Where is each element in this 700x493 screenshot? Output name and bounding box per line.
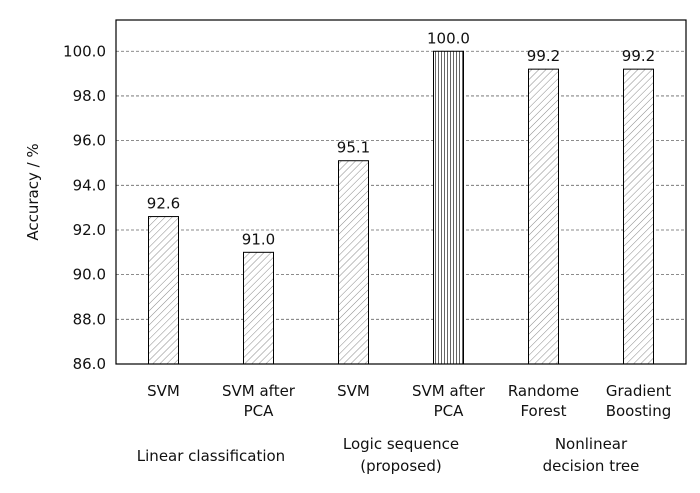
data-label: 95.1	[337, 139, 370, 157]
y-axis-title: Accuracy / %	[24, 143, 42, 240]
y-tick-label: 100.0	[63, 42, 106, 60]
data-label: 99.2	[622, 47, 655, 65]
x-tick-label: PCA	[434, 402, 465, 420]
x-tick-label: Gradient	[606, 382, 671, 400]
bar	[243, 251, 274, 365]
x-tick-label: SVM	[337, 382, 370, 400]
data-label: 99.2	[527, 47, 560, 65]
data-label: 92.6	[147, 195, 180, 213]
x-tick-label: SVM after	[222, 382, 296, 400]
x-tick-label: SVM after	[412, 382, 486, 400]
group-label: Linear classification	[137, 447, 285, 465]
y-tick-label: 92.0	[73, 221, 106, 239]
x-tick-label: SVM	[147, 382, 180, 400]
x-tick-label: Randome	[508, 382, 579, 400]
group-label: decision tree	[543, 457, 640, 475]
x-tick-label: PCA	[244, 402, 275, 420]
group-label: Logic sequence	[343, 435, 459, 453]
y-tick-label: 96.0	[73, 132, 106, 150]
y-tick-label: 98.0	[73, 87, 106, 105]
plot-frame	[115, 19, 687, 365]
x-tick-label: Forest	[520, 402, 566, 420]
bar	[623, 68, 654, 365]
data-label: 91.0	[242, 230, 275, 248]
bar	[148, 216, 179, 365]
group-label: Nonlinear	[555, 435, 628, 453]
bar	[433, 50, 464, 365]
y-tick-label: 88.0	[73, 310, 106, 328]
data-label: 100.0	[427, 29, 470, 47]
y-tick-label: 90.0	[73, 266, 106, 284]
bar	[338, 160, 369, 365]
group-label: (proposed)	[360, 457, 442, 475]
x-tick-label: Boosting	[606, 402, 672, 420]
y-tick-label: 94.0	[73, 176, 106, 194]
y-tick-label: 86.0	[73, 355, 106, 373]
bar	[528, 68, 559, 365]
